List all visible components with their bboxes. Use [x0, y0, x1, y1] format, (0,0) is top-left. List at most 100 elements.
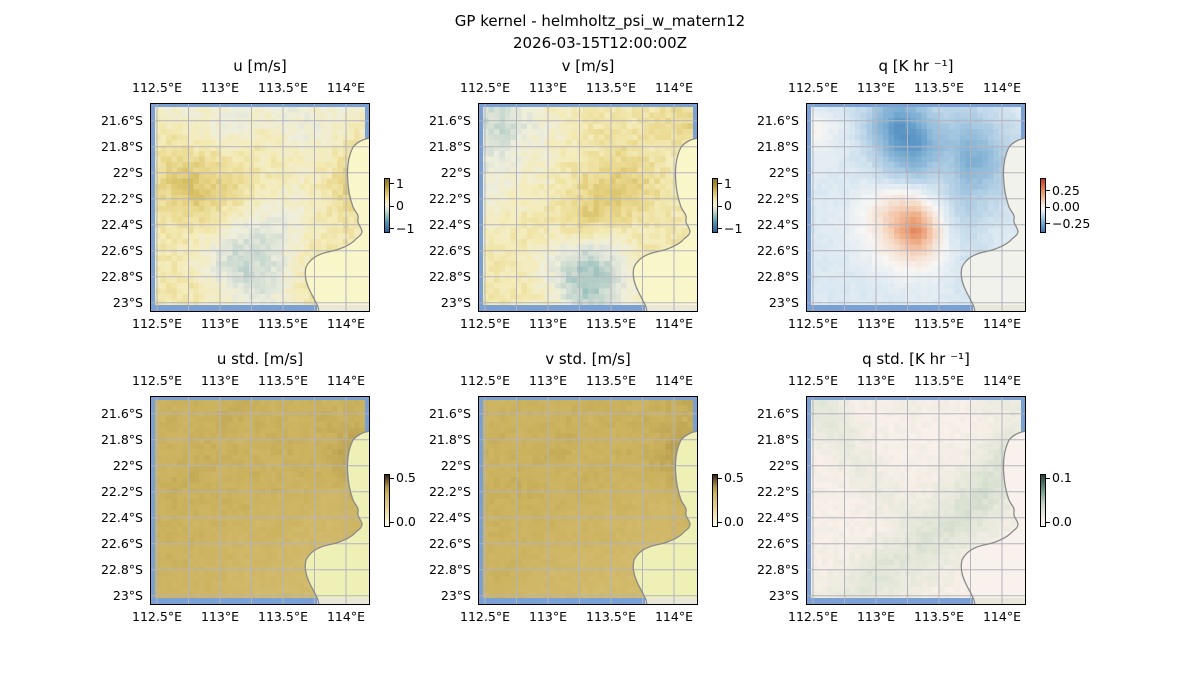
colorbar-tick	[390, 521, 394, 523]
lat-tick-label: 22.4°S	[100, 509, 143, 525]
graticule-gridlines	[478, 103, 698, 312]
colorbar-tick	[390, 228, 394, 230]
lon-tick-label-top: 112.5°E	[788, 373, 838, 388]
lon-tick-label-bottom: 114°E	[326, 316, 365, 331]
lon-tick-label-bottom: 112.5°E	[132, 609, 182, 624]
lon-tick-label-top: 113.5°E	[258, 80, 308, 95]
colorbar-tick-label: −1	[724, 220, 743, 236]
lon-tick-label-bottom: 113.5°E	[258, 609, 308, 624]
lat-tick-label: 21.8°S	[428, 138, 471, 154]
lat-tick-label: 22.6°S	[428, 535, 471, 551]
colorbar-tick	[718, 205, 722, 207]
colorbar-tick	[1046, 190, 1050, 192]
lon-tick-label-bottom: 113.5°E	[914, 609, 964, 624]
colorbar-tick-label: 0.5	[396, 470, 416, 486]
lat-tick-label: 22.4°S	[756, 216, 799, 232]
land-area	[305, 431, 370, 605]
coastline	[960, 430, 1026, 605]
axes-frame	[806, 103, 1026, 312]
colorbar-u	[384, 178, 390, 233]
lon-tick-label-bottom: 112.5°E	[788, 609, 838, 624]
map-q	[806, 103, 1026, 312]
colorbar-tick	[718, 477, 722, 479]
lat-tick-label: 22.2°S	[756, 190, 799, 206]
land-outside-extent	[973, 598, 1026, 605]
lon-tick-label-top: 114°E	[654, 80, 693, 95]
panel-title-v_std: v std. [m/s]	[545, 350, 631, 368]
lat-tick-label: 23°S	[112, 587, 143, 603]
map-q_std	[806, 396, 1026, 605]
colorbar-tick-label: −1	[396, 220, 415, 236]
map-v	[478, 103, 698, 312]
lat-tick-label: 22.4°S	[428, 216, 471, 232]
axes-frame	[806, 396, 1026, 605]
colorbar-tick	[390, 183, 394, 185]
lat-tick-label: 22.8°S	[100, 561, 143, 577]
lon-tick-label-top: 113.5°E	[914, 373, 964, 388]
lat-tick-label: 22.8°S	[756, 268, 799, 284]
colorbar-tick-label: 0.5	[724, 470, 744, 486]
lat-tick-label: 21.6°S	[756, 112, 799, 128]
land-area	[633, 138, 698, 312]
lon-tick-label-top: 113.5°E	[586, 80, 636, 95]
lon-tick-label-top: 113°E	[200, 80, 239, 95]
axes-frame	[150, 103, 370, 312]
lon-tick-label-bottom: 113°E	[200, 316, 239, 331]
lat-tick-label: 22.2°S	[756, 483, 799, 499]
coastline	[632, 430, 698, 605]
colorbar-v_std	[712, 474, 718, 527]
lon-tick-label-bottom: 113°E	[528, 316, 567, 331]
lon-tick-label-top: 112.5°E	[460, 373, 510, 388]
lat-tick-label: 21.8°S	[100, 138, 143, 154]
colorbar-tick	[1046, 223, 1050, 225]
colorbar-tick	[1046, 206, 1050, 208]
map-v_std	[478, 396, 698, 605]
lon-tick-label-top: 112.5°E	[460, 80, 510, 95]
lon-tick-label-top: 112.5°E	[132, 80, 182, 95]
lon-tick-label-bottom: 114°E	[654, 316, 693, 331]
coastline	[632, 137, 698, 312]
land-outside-extent	[973, 305, 1026, 312]
colorbar-tick-label: 0	[396, 198, 404, 214]
lon-tick-label-bottom: 113°E	[856, 609, 895, 624]
lat-tick-label: 22°S	[768, 457, 799, 473]
colorbar-tick-label: 0.00	[1052, 199, 1080, 215]
colorbar-tick-label: 1	[396, 175, 404, 191]
panel-title-q_std: q std. [K hr ⁻¹]	[862, 350, 970, 368]
lat-tick-label: 21.6°S	[756, 405, 799, 421]
lon-tick-label-bottom: 112.5°E	[460, 316, 510, 331]
lon-tick-label-top: 114°E	[982, 373, 1021, 388]
colorbar-tick-label: 0.0	[1052, 514, 1072, 530]
lat-tick-label: 22.6°S	[428, 242, 471, 258]
colorbar-tick	[1046, 477, 1050, 479]
lat-tick-label: 23°S	[768, 587, 799, 603]
lon-tick-label-bottom: 113.5°E	[258, 316, 308, 331]
lon-tick-label-bottom: 113°E	[528, 609, 567, 624]
lon-tick-label-top: 114°E	[654, 373, 693, 388]
lon-tick-label-bottom: 113.5°E	[586, 316, 636, 331]
lon-tick-label-top: 112.5°E	[132, 373, 182, 388]
lat-tick-label: 22.6°S	[100, 535, 143, 551]
lon-tick-label-bottom: 112.5°E	[460, 609, 510, 624]
lon-tick-label-bottom: 112.5°E	[788, 316, 838, 331]
colorbar-tick	[390, 205, 394, 207]
land-area	[305, 138, 370, 312]
lat-tick-label: 21.6°S	[100, 405, 143, 421]
lon-tick-label-bottom: 113°E	[200, 609, 239, 624]
lon-tick-label-top: 113°E	[528, 80, 567, 95]
colorbar-v	[712, 178, 718, 233]
lat-tick-label: 21.8°S	[428, 431, 471, 447]
colorbar-tick-label: 0.0	[724, 514, 744, 530]
lat-tick-label: 22.8°S	[756, 561, 799, 577]
lon-tick-label-bottom: 114°E	[326, 609, 365, 624]
lon-tick-label-top: 113.5°E	[258, 373, 308, 388]
land-area	[961, 431, 1026, 605]
colorbar-tick	[390, 477, 394, 479]
lat-tick-label: 22.2°S	[100, 190, 143, 206]
panel-title-v: v [m/s]	[561, 57, 615, 75]
coastline	[304, 430, 370, 605]
lon-tick-label-top: 114°E	[982, 80, 1021, 95]
colorbar-tick-label: 0.0	[396, 514, 416, 530]
map-u	[150, 103, 370, 312]
